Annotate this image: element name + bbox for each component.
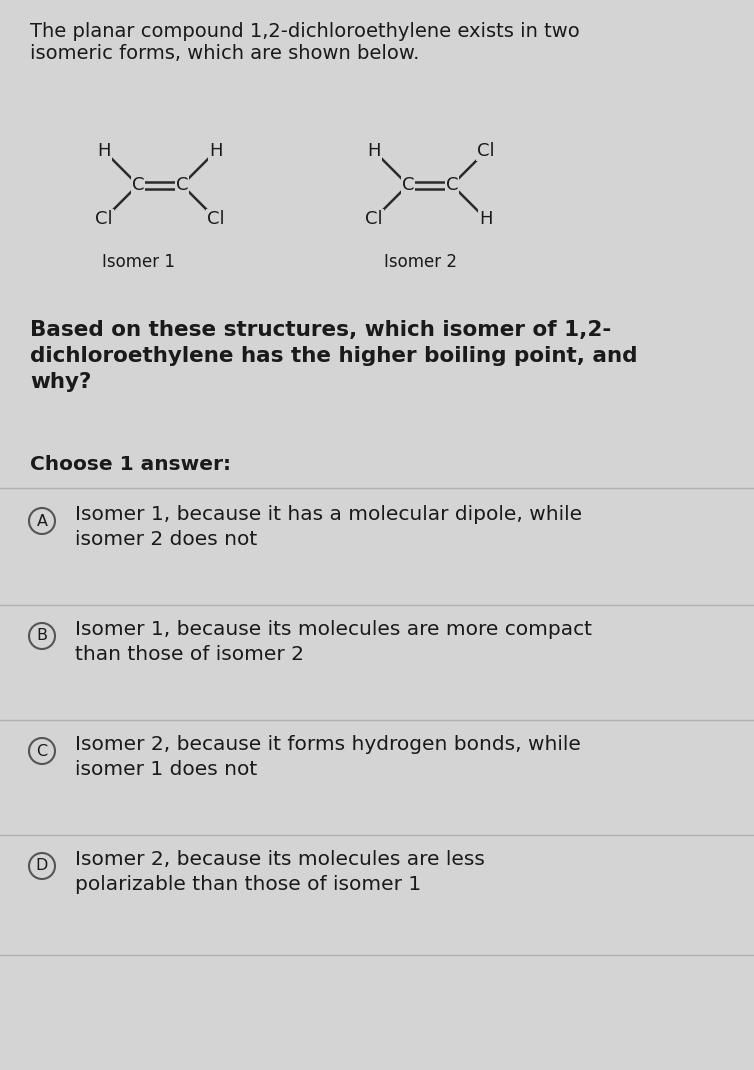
Text: A: A xyxy=(36,514,48,529)
Text: than those of isomer 2: than those of isomer 2 xyxy=(75,645,304,664)
Text: C: C xyxy=(36,744,48,759)
Text: D: D xyxy=(35,858,48,873)
Text: isomer 1 does not: isomer 1 does not xyxy=(75,760,257,779)
Text: Isomer 2, because its molecules are less: Isomer 2, because its molecules are less xyxy=(75,850,485,869)
Text: B: B xyxy=(36,628,48,643)
Text: Cl: Cl xyxy=(477,142,495,160)
Text: Isomer 2: Isomer 2 xyxy=(384,253,456,271)
Text: C: C xyxy=(132,175,144,194)
Text: dichloroethylene has the higher boiling point, and: dichloroethylene has the higher boiling … xyxy=(30,346,637,366)
Text: polarizable than those of isomer 1: polarizable than those of isomer 1 xyxy=(75,875,421,895)
Text: Choose 1 answer:: Choose 1 answer: xyxy=(30,455,231,474)
Text: Based on these structures, which isomer of 1,2-: Based on these structures, which isomer … xyxy=(30,320,611,340)
Text: Isomer 2, because it forms hydrogen bonds, while: Isomer 2, because it forms hydrogen bond… xyxy=(75,735,581,754)
Text: Cl: Cl xyxy=(207,210,225,228)
Text: why?: why? xyxy=(30,372,91,392)
Text: C: C xyxy=(176,175,188,194)
Text: H: H xyxy=(480,210,492,228)
Text: Isomer 1, because its molecules are more compact: Isomer 1, because its molecules are more… xyxy=(75,620,592,639)
Text: The planar compound 1,2-dichloroethylene exists in two: The planar compound 1,2-dichloroethylene… xyxy=(30,22,580,41)
Text: C: C xyxy=(446,175,458,194)
Text: isomer 2 does not: isomer 2 does not xyxy=(75,530,257,549)
Text: C: C xyxy=(402,175,414,194)
Text: H: H xyxy=(367,142,381,160)
Text: isomeric forms, which are shown below.: isomeric forms, which are shown below. xyxy=(30,44,419,63)
Text: H: H xyxy=(97,142,111,160)
Text: Isomer 1, because it has a molecular dipole, while: Isomer 1, because it has a molecular dip… xyxy=(75,505,582,524)
Text: H: H xyxy=(209,142,222,160)
Text: Cl: Cl xyxy=(365,210,383,228)
Text: Isomer 1: Isomer 1 xyxy=(102,253,174,271)
Text: Cl: Cl xyxy=(95,210,113,228)
